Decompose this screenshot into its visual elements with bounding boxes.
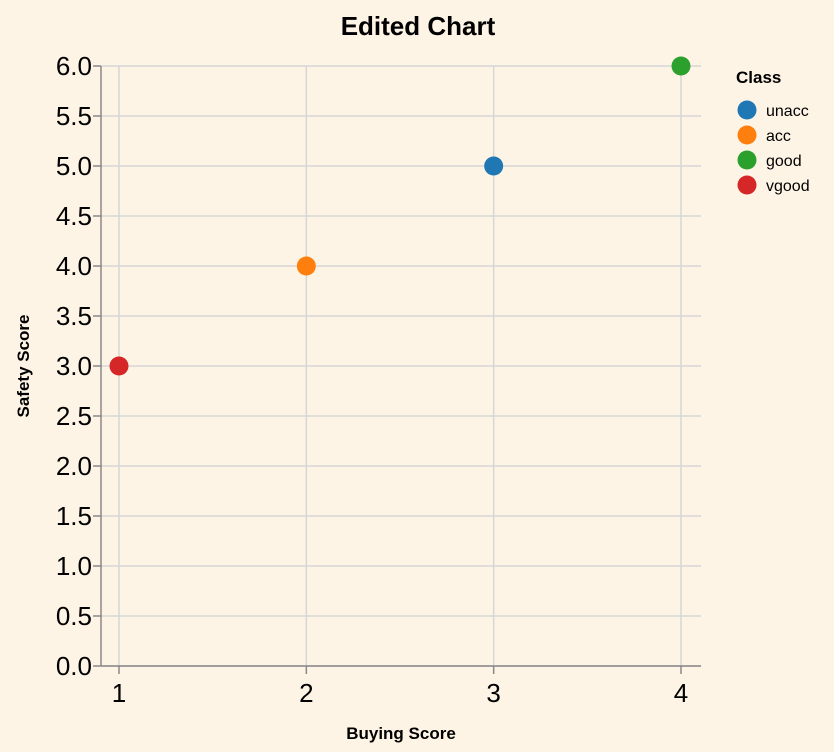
x-tick-label-2: 3 — [486, 678, 500, 708]
y-tick-label-0: 0.0 — [56, 651, 92, 681]
legend-label-unacc: unacc — [766, 103, 809, 120]
legend-entries: unacc acc good vgood — [737, 100, 810, 195]
legend-label-good: good — [766, 153, 802, 170]
legend: Class unacc acc good vgood — [736, 68, 810, 195]
y-tick-label-7: 3.5 — [56, 301, 92, 331]
y-tick-label-5: 2.5 — [56, 401, 92, 431]
data-points — [109, 56, 691, 376]
grid — [101, 65, 701, 667]
y-tick-label-8: 4.0 — [56, 251, 92, 281]
x-axis-title: Buying Score — [346, 724, 456, 743]
legend-label-vgood: vgood — [766, 178, 810, 195]
data-point-unacc — [484, 156, 504, 176]
legend-title: Class — [736, 68, 781, 87]
y-tick-label-11: 5.5 — [56, 101, 92, 131]
y-axis-title: Safety Score — [14, 315, 33, 418]
chart-title: Edited Chart — [341, 11, 496, 41]
legend-label-acc: acc — [766, 128, 791, 145]
legend-swatch-vgood — [737, 175, 757, 195]
legend-swatch-good — [737, 150, 757, 170]
x-tick-label-1: 2 — [299, 678, 313, 708]
data-point-good — [671, 56, 691, 76]
data-point-vgood — [109, 356, 129, 376]
x-axis-ticks: 1 2 3 4 — [112, 666, 688, 708]
legend-swatch-unacc — [737, 100, 757, 120]
y-axis-ticks: 0.0 0.5 1.0 1.5 2.0 2.5 3.0 3.5 4.0 4.5 5.0 5.5 6.0 — [56, 51, 101, 681]
y-tick-label-10: 5.0 — [56, 151, 92, 181]
y-tick-label-3: 1.5 — [56, 501, 92, 531]
y-tick-label-12: 6.0 — [56, 51, 92, 81]
y-tick-label-9: 4.5 — [56, 201, 92, 231]
x-tick-label-0: 1 — [112, 678, 126, 708]
y-tick-label-2: 1.0 — [56, 551, 92, 581]
y-tick-label-1: 0.5 — [56, 601, 92, 631]
y-tick-label-6: 3.0 — [56, 351, 92, 381]
x-tick-label-3: 4 — [674, 678, 688, 708]
y-tick-label-4: 2.0 — [56, 451, 92, 481]
legend-swatch-acc — [737, 125, 757, 145]
data-point-acc — [296, 256, 316, 276]
